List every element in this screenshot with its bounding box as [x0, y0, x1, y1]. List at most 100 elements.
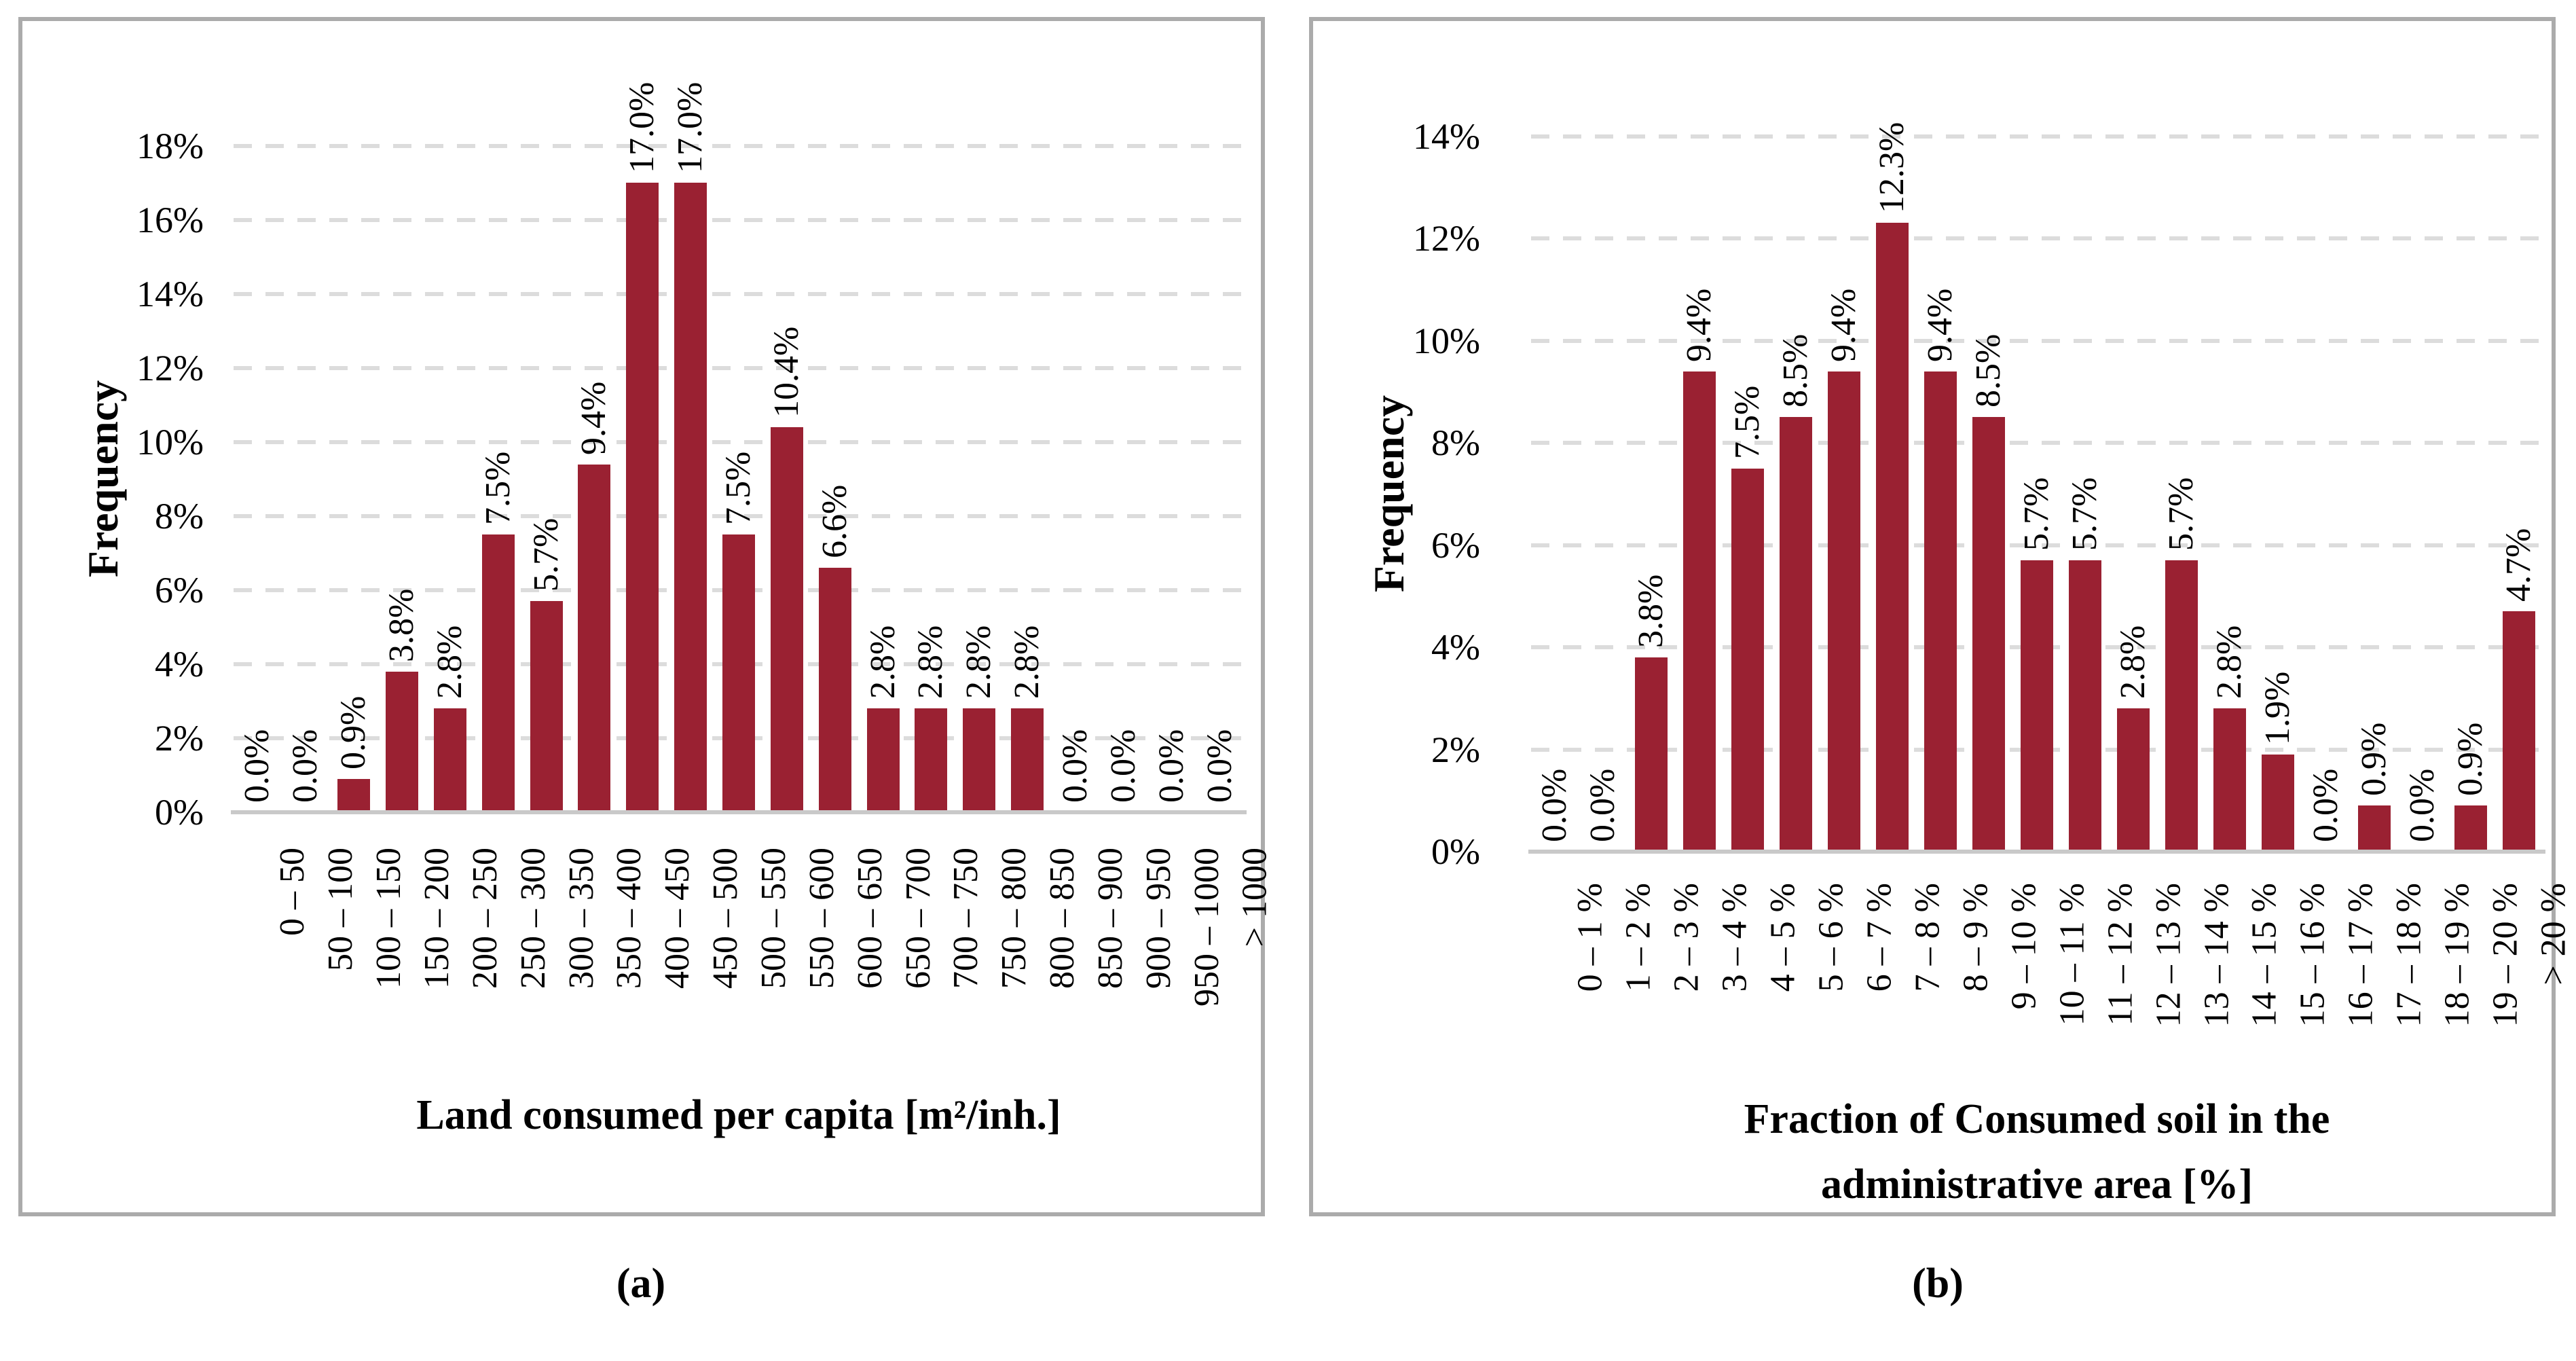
- bar-b-12: [2117, 708, 2150, 850]
- x-tick-label: 14 – 15 %: [2245, 883, 2284, 1028]
- x-tick-label: 750 – 800: [995, 848, 1034, 989]
- value-label: 9.4%: [1680, 288, 1718, 362]
- x-tick-label: 8 – 9 %: [1956, 883, 1995, 992]
- gridline: [234, 218, 1244, 222]
- x-tick-label: 6 – 7 %: [1860, 883, 1899, 992]
- y-tick-label: 6%: [155, 570, 204, 611]
- y-axis-title-a: Frequency: [79, 380, 127, 578]
- value-label: 0.0%: [1535, 768, 1574, 842]
- x-tick-label: > 1000: [1235, 848, 1274, 947]
- value-label: 0.0%: [1200, 729, 1239, 803]
- value-label: 10.4%: [767, 326, 806, 418]
- x-tick-label: 850 – 900: [1091, 848, 1130, 989]
- bar-b-6: [1828, 371, 1860, 850]
- bar-a-11: [771, 427, 803, 810]
- value-label: 2.8%: [2210, 625, 2249, 699]
- value-label: 8.5%: [1776, 333, 1815, 407]
- x-tick-label: 13 – 14 %: [2196, 883, 2236, 1028]
- y-tick-label: 8%: [1431, 422, 1480, 463]
- caption-b: (b): [1912, 1260, 1964, 1307]
- y-tick-label: 16%: [136, 200, 204, 240]
- value-label: 1.9%: [2258, 671, 2297, 745]
- bar-b-7: [1876, 223, 1909, 850]
- y-axis-title-b: Frequency: [1365, 395, 1413, 593]
- x-tick-label: 12 – 13 %: [2148, 883, 2188, 1028]
- y-tick-label: 4%: [1431, 627, 1480, 668]
- x-axis-title-a: Land consumed per capita [m²/inh.]: [416, 1092, 1061, 1138]
- value-label: 3.8%: [382, 588, 421, 662]
- x-tick-label: 0 – 1 %: [1570, 883, 1610, 992]
- value-label: 7.5%: [719, 451, 758, 525]
- bar-b-14: [2213, 708, 2246, 850]
- value-label: 5.7%: [2017, 477, 2056, 551]
- x-tick-label: 650 – 700: [898, 848, 938, 989]
- bar-a-10: [722, 534, 755, 810]
- x-tick-label: 19 – 20 %: [2486, 883, 2525, 1028]
- caption-a: (a): [616, 1260, 666, 1307]
- bar-a-3: [386, 672, 418, 810]
- bar-b-15: [2262, 755, 2294, 850]
- gridline: [1531, 236, 2543, 240]
- value-label: 0.0%: [1104, 729, 1143, 803]
- x-tick-label: 10 – 11 %: [2053, 883, 2091, 1026]
- value-label: 0.0%: [1152, 729, 1191, 803]
- x-tick-label: 11 – 12 %: [2100, 883, 2139, 1026]
- y-tick-label: 8%: [155, 496, 204, 537]
- bar-b-11: [2069, 560, 2101, 850]
- x-tick-label: 350 – 400: [610, 848, 649, 989]
- value-label: 2.8%: [959, 625, 998, 699]
- value-label: 2.8%: [2114, 625, 2152, 699]
- value-label: 9.4%: [1824, 288, 1863, 362]
- x-tick-label: 150 – 200: [418, 848, 456, 989]
- value-label: 5.7%: [2065, 477, 2104, 551]
- value-label: 2.8%: [864, 625, 902, 699]
- x-tick-label: 600 – 650: [850, 848, 889, 989]
- value-label: 5.7%: [527, 518, 566, 592]
- bar-a-16: [1011, 708, 1044, 810]
- x-tick-label: 5 – 6 %: [1811, 883, 1851, 992]
- x-axis-title-b-line2: administrative area [%]: [1821, 1161, 2253, 1208]
- value-label: 8.5%: [1969, 333, 2008, 407]
- gridline: [1531, 134, 2543, 139]
- value-label: 0.0%: [2403, 768, 2442, 842]
- bar-b-13: [2165, 560, 2198, 850]
- gridline: [234, 292, 1244, 296]
- value-label: 0.9%: [2355, 722, 2393, 796]
- bar-a-12: [819, 568, 851, 810]
- value-label: 2.8%: [430, 625, 469, 699]
- value-label: 0.0%: [238, 729, 276, 803]
- value-label: 0.0%: [1056, 729, 1094, 803]
- bar-a-4: [434, 708, 466, 810]
- value-label: 9.4%: [574, 381, 613, 455]
- x-tick-label: 300 – 350: [562, 848, 601, 989]
- gridline: [1531, 543, 2543, 547]
- x-tick-label: 500 – 550: [754, 848, 793, 989]
- value-label: 0.9%: [334, 695, 373, 769]
- bar-b-5: [1780, 417, 1812, 850]
- bar-a-15: [963, 708, 995, 810]
- x-axis-line: [231, 810, 1247, 814]
- y-tick-label: 14%: [1413, 115, 1480, 157]
- y-tick-label: 6%: [1431, 524, 1480, 566]
- x-tick-label: 900 – 950: [1139, 848, 1178, 989]
- bar-a-6: [530, 601, 563, 810]
- value-label: 17.0%: [623, 81, 661, 173]
- y-tick-label: 18%: [136, 126, 204, 166]
- x-tick-label: 16 – 17 %: [2341, 883, 2380, 1028]
- x-tick-label: 1 – 2 %: [1619, 883, 1658, 992]
- bar-b-8: [1924, 371, 1957, 850]
- value-label: 0.0%: [1583, 768, 1622, 842]
- gridline: [234, 366, 1244, 370]
- y-tick-label: 2%: [155, 718, 204, 759]
- y-tick-label: 10%: [136, 422, 204, 462]
- x-tick-label: 700 – 750: [946, 848, 986, 989]
- x-axis-title-b: Fraction of Consumed soil in the adminis…: [1531, 1087, 2543, 1217]
- y-tick-label: 4%: [155, 644, 204, 685]
- gridline: [234, 514, 1244, 518]
- y-tick-label: 12%: [136, 348, 204, 388]
- x-tick-label: 200 – 250: [465, 848, 504, 989]
- value-label: 6.6%: [815, 484, 854, 558]
- bar-a-5: [482, 534, 515, 810]
- x-tick-label: 3 – 4 %: [1715, 883, 1754, 992]
